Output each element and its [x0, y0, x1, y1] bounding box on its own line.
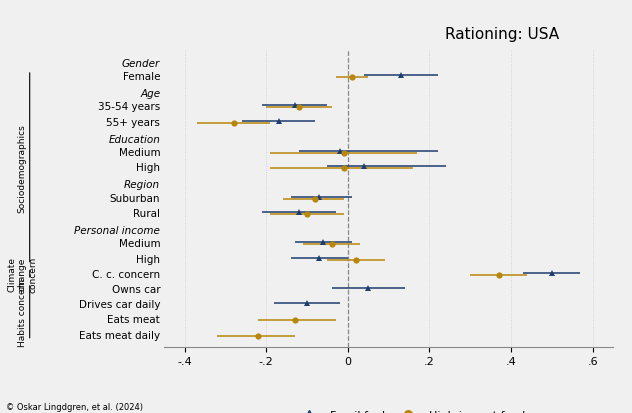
Text: High: High [137, 163, 161, 173]
Text: Medium: Medium [119, 148, 161, 158]
Text: Female: Female [123, 72, 161, 82]
Text: Sociodemographics: Sociodemographics [18, 123, 27, 212]
Text: Rural: Rural [133, 209, 161, 218]
Legend: Fossil fuel, High-impact food: Fossil fuel, High-impact food [292, 406, 530, 413]
Text: Drives car daily: Drives car daily [79, 299, 161, 309]
Text: Rationing: USA: Rationing: USA [445, 26, 559, 41]
Text: Habits concern: Habits concern [18, 278, 27, 346]
Text: Personal income: Personal income [75, 225, 161, 235]
Text: High: High [137, 254, 161, 264]
Text: Region: Region [124, 180, 161, 190]
Text: 35-54 years: 35-54 years [98, 102, 161, 112]
Text: Age: Age [140, 89, 161, 99]
Text: Gender: Gender [122, 59, 161, 69]
Text: © Oskar Lingdgren, et al. (2024): © Oskar Lingdgren, et al. (2024) [6, 402, 143, 411]
Text: Climate
change
concern: Climate change concern [7, 256, 37, 292]
Text: C. c. concern: C. c. concern [92, 269, 161, 279]
Text: Owns car: Owns car [112, 284, 161, 294]
Text: Eats meat: Eats meat [107, 315, 161, 325]
Text: Education: Education [108, 135, 161, 145]
Text: Eats meat daily: Eats meat daily [79, 330, 161, 340]
Text: Suburban: Suburban [110, 193, 161, 203]
Text: 55+ years: 55+ years [106, 117, 161, 127]
Text: Medium: Medium [119, 239, 161, 249]
